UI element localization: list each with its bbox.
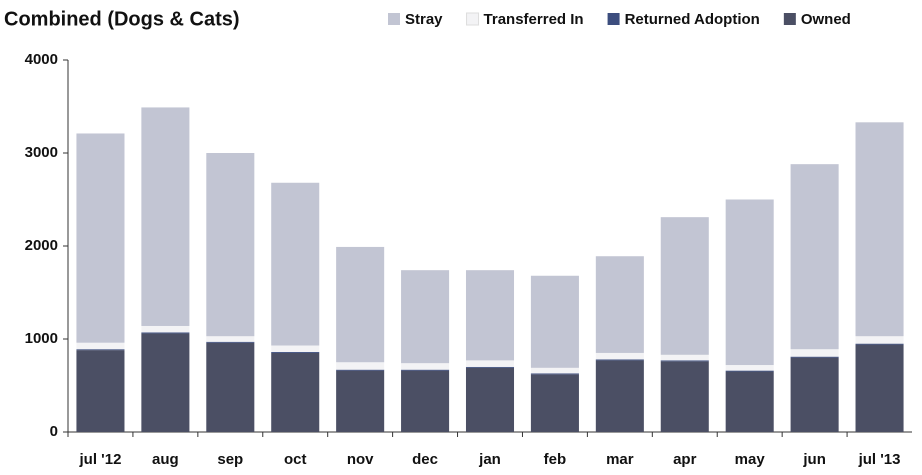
bar-segment [660, 360, 709, 362]
bar-segment [336, 370, 385, 432]
bar-segment [595, 352, 644, 360]
bar-segment [855, 122, 904, 337]
bar-segment [401, 370, 450, 432]
bar-segment [530, 374, 579, 432]
y-tick-label: 0 [50, 423, 58, 440]
x-tick-label: nov [347, 451, 374, 468]
bar-segment [401, 270, 450, 364]
bar-segment [271, 352, 320, 432]
bar-segment [141, 107, 190, 326]
bar-segment [725, 365, 774, 371]
bar-segment [660, 217, 709, 355]
bar-segment [465, 270, 515, 361]
bar-segment [336, 369, 385, 371]
bar-segment [725, 199, 774, 366]
bar-segment [790, 357, 839, 432]
x-tick-label: jul '13 [858, 451, 901, 468]
x-tick-label: jul '12 [79, 451, 122, 468]
bar-segment [401, 369, 450, 371]
y-tick-label: 2000 [25, 237, 58, 254]
bar-segment [595, 359, 644, 361]
x-tick-label: apr [673, 451, 697, 468]
bar-segment [401, 363, 450, 370]
x-tick-label: aug [152, 451, 179, 468]
x-tick-label: feb [544, 451, 567, 468]
bar-segment [725, 371, 774, 432]
bar-segment [465, 360, 515, 367]
bar-segment [206, 342, 255, 432]
bar-segment [790, 356, 839, 358]
bar-segment [76, 350, 125, 432]
legend-swatch [466, 12, 480, 26]
y-tick-label: 4000 [25, 51, 58, 68]
bar-segment [206, 153, 255, 337]
bar-segment [206, 341, 255, 343]
bar-segment [141, 325, 190, 333]
x-tick-label: sep [217, 451, 243, 468]
bar-segment [530, 275, 579, 368]
bar-segment [725, 370, 774, 372]
bar-segment [336, 246, 385, 363]
bar-segment [790, 349, 839, 357]
legend-label: Stray [405, 11, 443, 28]
bar-segment [141, 333, 190, 432]
legend-swatch [388, 13, 400, 25]
bar-segment [141, 332, 190, 334]
bar-segment [271, 352, 320, 353]
bar-segment [790, 164, 839, 350]
bar-segment [76, 342, 125, 350]
x-tick-label: jan [478, 451, 501, 468]
bar-segment [530, 367, 579, 374]
x-tick-label: may [735, 451, 766, 468]
y-tick-label: 1000 [25, 330, 58, 347]
x-tick-label: jun [802, 451, 826, 468]
bar-segment [271, 345, 320, 353]
bar-segment [855, 336, 904, 344]
bar-segment [336, 362, 385, 370]
bar-segment [206, 336, 255, 342]
bar-segment [465, 366, 515, 368]
x-tick-label: dec [412, 451, 438, 468]
bar-segment [595, 360, 644, 432]
bar-segment [660, 361, 709, 432]
bar-segment [660, 354, 709, 361]
legend-label: Owned [801, 11, 851, 28]
bar-segment [855, 344, 904, 432]
bar-segment [271, 182, 320, 346]
bar-segment [76, 133, 125, 343]
bar-segment [465, 367, 515, 432]
bar-segment [530, 373, 579, 375]
x-tick-label: mar [606, 451, 634, 468]
chart-title: Combined (Dogs & Cats) [4, 8, 240, 30]
y-tick-label: 3000 [25, 144, 58, 161]
legend-label: Returned Adoption [625, 11, 760, 28]
bar-segment [855, 343, 904, 345]
legend-swatch [783, 13, 796, 25]
x-tick-label: oct [284, 451, 307, 468]
bar-segment [595, 256, 644, 353]
bar-segment [76, 349, 125, 351]
legend-label: Transferred In [484, 11, 584, 28]
legend-swatch [607, 13, 620, 25]
